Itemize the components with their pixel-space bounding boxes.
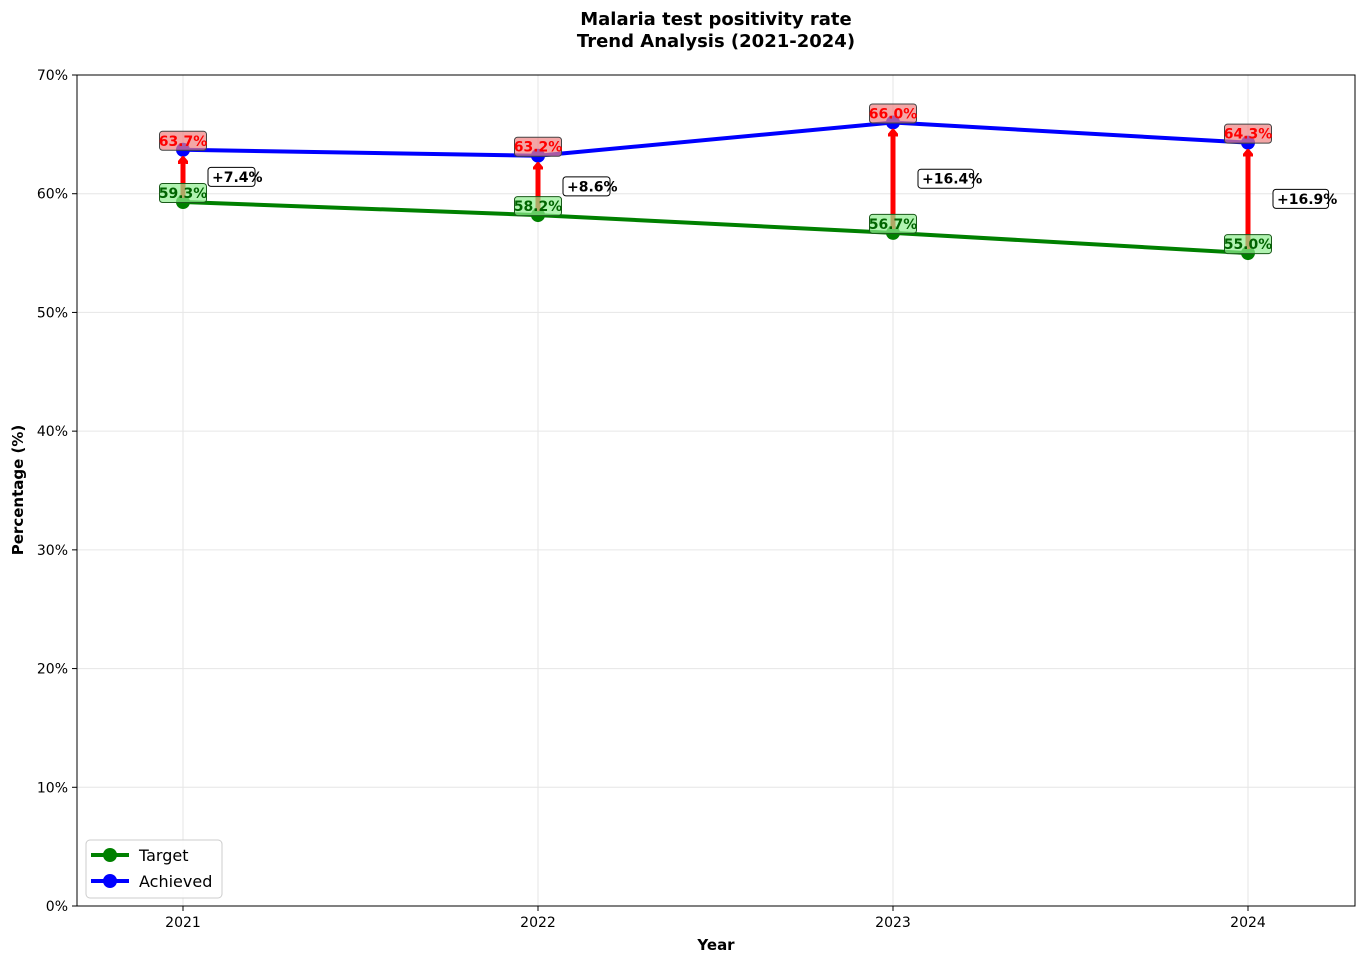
target-value-label-text: 59.3% — [159, 186, 208, 202]
x-tick-label: 2022 — [520, 915, 556, 931]
legend-label: Target — [138, 846, 189, 865]
target-value-label: 58.2% — [514, 196, 563, 217]
difference-label-text: +7.4% — [212, 170, 263, 186]
achieved-value-label: 63.7% — [159, 130, 208, 151]
x-tick-label: 2024 — [1230, 915, 1266, 931]
achieved-value-label: 64.3% — [1224, 123, 1273, 144]
target-value-label: 59.3% — [159, 183, 208, 204]
difference-label-box — [207, 166, 256, 187]
difference-label: +8.6% — [562, 176, 618, 197]
y-axis-label: Percentage (%) — [9, 425, 27, 555]
difference-arrows — [183, 131, 1248, 250]
difference-label-box — [1272, 188, 1330, 209]
legend: Target Achieved — [85, 839, 223, 899]
target-value-label-text: 55.0% — [1224, 237, 1273, 253]
legend-swatch-marker — [103, 848, 117, 862]
chart-title: Malaria test positivity rate — [580, 9, 852, 30]
difference-label-box — [917, 168, 975, 189]
difference-label: +7.4% — [207, 166, 263, 187]
chart-subtitle: Trend Analysis (2021-2024) — [577, 31, 855, 52]
achieved-value-label-box — [514, 136, 562, 157]
target-value-label-box — [869, 213, 917, 234]
data-labels: 59.3% 58.2% 56.7% 55.0% 63.7% 63.2% 66.0% 64.3%… — [159, 103, 1337, 255]
y-tick-label: 40% — [37, 424, 68, 440]
target-value-label: 56.7% — [869, 213, 918, 234]
achieved-value-label-box — [159, 130, 207, 151]
target-value-label: 55.0% — [1224, 234, 1273, 255]
achieved-value-label-text: 63.2% — [514, 140, 563, 156]
achieved-value-label: 63.2% — [514, 136, 563, 157]
target-value-label-box — [1224, 234, 1272, 255]
plot-frame — [76, 74, 1356, 907]
x-tick-label: 2023 — [875, 915, 911, 931]
target-value-label-box — [159, 183, 207, 204]
difference-label-text: +16.9% — [1277, 192, 1337, 208]
axis-ticks: 0% 10% 20% 30% 40% 50% 60% 70% 2021 2022 2023 2024 — [37, 68, 1266, 931]
y-tick-label: 50% — [37, 305, 68, 321]
y-tick-label: 70% — [37, 68, 68, 84]
legend-label: Achieved — [139, 872, 212, 891]
grid — [77, 75, 1355, 906]
y-tick-label: 0% — [46, 899, 68, 915]
difference-label: +16.9% — [1272, 188, 1337, 209]
y-tick-label: 30% — [37, 543, 68, 559]
achieved-value-label-text: 66.0% — [869, 106, 918, 122]
target-value-label-text: 58.2% — [514, 199, 563, 215]
achieved-value-label: 66.0% — [869, 103, 918, 124]
difference-label-box — [562, 176, 611, 197]
difference-label-text: +8.6% — [567, 179, 618, 195]
x-tick-label: 2021 — [165, 915, 201, 931]
target-value-label-text: 56.7% — [869, 217, 918, 233]
target-line — [182, 200, 1249, 256]
target-value-label-box — [514, 196, 562, 217]
difference-label: +16.4% — [917, 168, 982, 189]
achieved-value-label-box — [1224, 123, 1272, 144]
achieved-line — [182, 120, 1249, 158]
y-tick-label: 20% — [37, 662, 68, 678]
legend-swatch-marker — [103, 874, 117, 888]
x-axis-label: Year — [696, 936, 735, 954]
achieved-value-label-text: 64.3% — [1224, 127, 1273, 143]
achieved-value-label-box — [869, 103, 917, 124]
y-tick-label: 60% — [37, 187, 68, 203]
difference-label-text: +16.4% — [922, 172, 982, 188]
achieved-value-label-text: 63.7% — [159, 134, 208, 150]
y-tick-label: 10% — [37, 780, 68, 796]
series-lines — [176, 115, 1255, 261]
